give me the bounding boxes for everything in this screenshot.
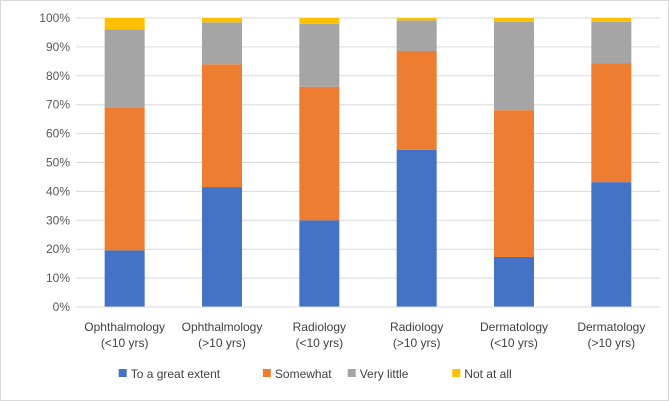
bar-segment [494, 21, 534, 111]
legend-swatch [118, 369, 127, 377]
bar-segment [104, 18, 145, 30]
bar-segment [396, 18, 437, 21]
bar-segment [299, 23, 340, 87]
y-tick-label: 0% [53, 300, 71, 314]
legend-swatch [262, 369, 271, 377]
x-tick-label: Dermatology [577, 320, 645, 334]
x-tick-label: (>10 yrs) [393, 336, 441, 350]
bar-segment [494, 18, 534, 22]
bar-segment [104, 29, 145, 108]
bar-segment [299, 86, 340, 221]
bar-segment [494, 110, 534, 258]
x-tick-label: (<10 yrs) [490, 336, 538, 350]
bar-segment [202, 22, 242, 65]
x-tick-label: (>10 yrs) [198, 336, 246, 350]
y-tick-label: 20% [46, 242, 70, 256]
bar-segment [299, 18, 340, 24]
x-tick-label: (<10 yrs) [101, 336, 149, 350]
bar-segment [396, 149, 437, 307]
bar-segment [202, 64, 242, 188]
gridlines [76, 17, 660, 279]
bar-segment [591, 63, 632, 183]
bar-segment [104, 250, 145, 307]
legend-label: Not at all [464, 367, 511, 381]
bar-segment [396, 50, 437, 150]
x-tick-label: Radiology [293, 320, 346, 334]
bar-segment [202, 18, 242, 23]
legend-label: Very little [360, 367, 409, 381]
y-tick-label: 50% [46, 156, 70, 170]
bars [104, 18, 632, 307]
y-tick-label: 100% [39, 11, 70, 25]
y-tick-label: 40% [46, 184, 70, 198]
y-tick-label: 80% [46, 69, 70, 83]
legend-label: Somewhat [275, 367, 332, 381]
y-tick-label: 10% [46, 271, 70, 285]
x-tick-label: (>10 yrs) [587, 336, 635, 350]
x-axis-labels: Ophthalmology (<10 yrs) Ophthalmology (>10 … [84, 320, 645, 350]
bar-segment [202, 187, 242, 307]
legend-label: To a great extent [131, 367, 221, 381]
bar-segment [591, 21, 632, 64]
bar-segment [591, 18, 632, 22]
bar-segment [494, 257, 534, 307]
y-tick-label: 30% [46, 213, 70, 227]
x-tick-label: Radiology [390, 320, 443, 334]
y-tick-label: 70% [46, 98, 70, 112]
legend-swatch [452, 369, 461, 377]
x-tick-label: Ophthalmology [182, 320, 263, 334]
y-tick-label: 90% [46, 40, 70, 54]
x-tick-label: Ophthalmology [84, 320, 165, 334]
bar-segment [396, 20, 437, 51]
legend: To a great extent Somewhat Very little Not … [118, 367, 512, 381]
bar-segment [104, 107, 145, 251]
y-tick-label: 60% [46, 127, 70, 141]
legend-swatch [347, 369, 356, 377]
x-tick-label: Dermatology [480, 320, 548, 334]
x-tick-label: (<10 yrs) [295, 336, 343, 350]
bar-segment [591, 182, 632, 307]
y-axis-ticks: 0% 10% 20% 30% 40% 50% 60% 70% 80% 90% 100% [39, 11, 70, 314]
bar-segment [299, 220, 340, 307]
